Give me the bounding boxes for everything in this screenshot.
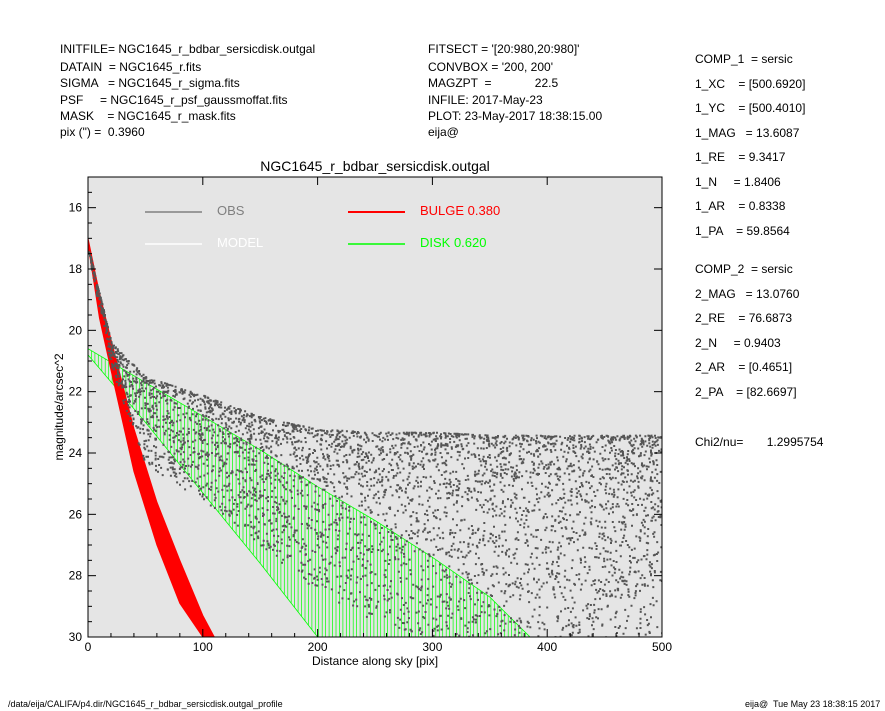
x-tick-label: 0 bbox=[85, 640, 92, 654]
header-psf: PSF = NGC1645_r_psf_gaussmoffat.fits bbox=[60, 93, 288, 107]
y-tick-label: 22 bbox=[69, 385, 83, 399]
param-2-re: 2_RE = 76.6873 bbox=[695, 311, 793, 325]
y-tick-label: 26 bbox=[69, 507, 83, 521]
obs-points bbox=[88, 251, 662, 637]
obs-scatter bbox=[88, 251, 662, 637]
chart-title: NGC1645_r_bdbar_sersicdisk.outgal bbox=[260, 158, 490, 174]
header-mask: MASK = NGC1645_r_mask.fits bbox=[60, 109, 236, 123]
param-2-ar: 2_AR = [0.4651] bbox=[695, 360, 793, 374]
header-magzpt: MAGZPT = 22.5 bbox=[428, 76, 559, 90]
x-tick-label: 100 bbox=[193, 640, 213, 654]
param-2-pa: 2_PA = [82.6697] bbox=[695, 385, 797, 399]
header-fitsect: FITSECT = '[20:980,20:980]' bbox=[428, 42, 580, 56]
legend: OBS MODEL BULGE 0.380 DISK 0.620 bbox=[145, 203, 500, 250]
footer-path: /data/eija/CALIFA/p4.dir/NGC1645_r_bdbar… bbox=[8, 699, 283, 709]
param-comp1: COMP_1 = sersic bbox=[695, 52, 793, 66]
plot-area bbox=[88, 177, 662, 637]
legend-label-bulge: BULGE 0.380 bbox=[420, 203, 500, 218]
param-comp2: COMP_2 = sersic bbox=[695, 262, 793, 276]
param-2-n: 2_N = 0.9403 bbox=[695, 336, 781, 350]
param-1-xc: 1_XC = [500.6920] bbox=[695, 77, 806, 91]
param-1-n: 1_N = 1.8406 bbox=[695, 175, 781, 189]
param-2-mag: 2_MAG = 13.0760 bbox=[695, 287, 800, 301]
x-tick-label: 500 bbox=[652, 640, 672, 654]
header-pixscale: pix (") = 0.3960 bbox=[60, 125, 145, 139]
y-tick-label: 20 bbox=[69, 323, 83, 337]
x-tick-label: 400 bbox=[537, 640, 557, 654]
y-tick-label: 16 bbox=[69, 201, 83, 215]
y-axis-label: magnitude/arcsec^2 bbox=[52, 353, 66, 460]
param-1-ar: 1_AR = 0.8338 bbox=[695, 199, 786, 213]
x-tick-label: 200 bbox=[308, 640, 328, 654]
y-axis: 16 18 20 22 24 26 28 30 bbox=[69, 176, 662, 644]
header-convbox: CONVBOX = '200, 200' bbox=[428, 60, 553, 74]
y-tick-label: 18 bbox=[69, 262, 83, 276]
legend-label-model: MODEL bbox=[217, 235, 263, 250]
param-1-yc: 1_YC = [500.4010] bbox=[695, 101, 806, 115]
param-1-mag: 1_MAG = 13.6087 bbox=[695, 126, 800, 140]
param-1-re: 1_RE = 9.3417 bbox=[695, 150, 786, 164]
param-1-pa: 1_PA = 59.8564 bbox=[695, 224, 790, 238]
legend-label-obs: OBS bbox=[217, 203, 245, 218]
header-infile: INFILE: 2017-May-23 bbox=[428, 93, 543, 107]
header-initfile: INITFILE= NGC1645_r_bdbar_sersicdisk.out… bbox=[60, 42, 316, 56]
header-sigma: SIGMA = NGC1645_r_sigma.fits bbox=[60, 76, 240, 90]
y-tick-label: 28 bbox=[69, 569, 83, 583]
y-tick-label: 24 bbox=[69, 446, 83, 460]
legend-label-disk: DISK 0.620 bbox=[420, 235, 487, 250]
y-tick-label: 30 bbox=[69, 630, 83, 644]
footer-stamp: eija@ Tue May 23 18:38:15 2017 bbox=[745, 699, 881, 709]
x-axis-label: Distance along sky [pix] bbox=[312, 654, 438, 668]
header-datain: DATAIN = NGC1645_r.fits bbox=[60, 60, 202, 74]
param-chi2nu: Chi2/nu= 1.2995754 bbox=[695, 435, 824, 449]
header-user: eija@ bbox=[428, 125, 459, 139]
header-plot: PLOT: 23-May-2017 18:38:15.00 bbox=[428, 109, 603, 123]
x-tick-label: 300 bbox=[422, 640, 442, 654]
x-axis: 0 100 200 300 400 500 bbox=[85, 177, 672, 654]
